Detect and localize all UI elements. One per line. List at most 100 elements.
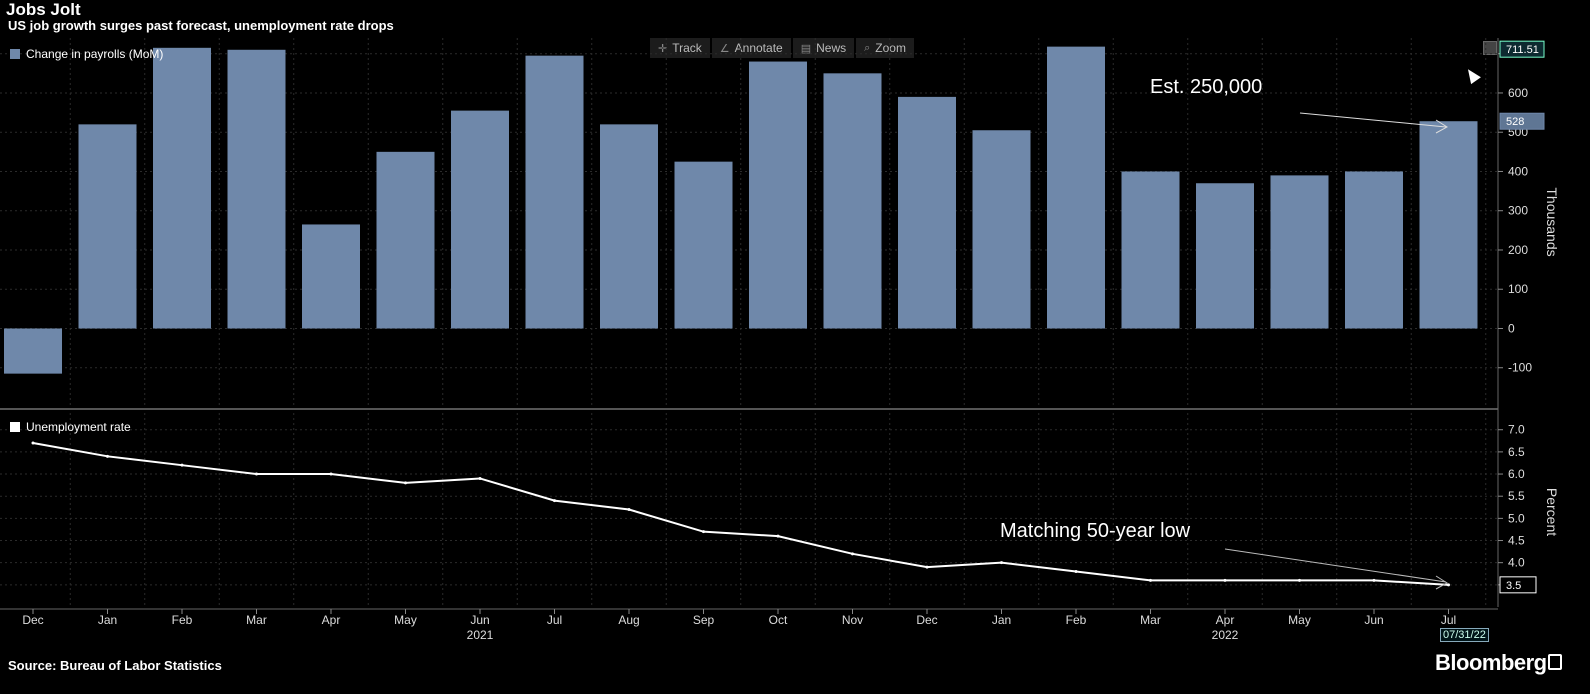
x-tick-label: Nov (842, 613, 863, 627)
payrolls-legend-swatch (10, 49, 20, 59)
unemployment-axis-title: Percent (1544, 488, 1560, 536)
y-tick-label: 6.0 (1508, 467, 1525, 481)
payroll-bar (4, 328, 62, 374)
chart-title: Jobs Jolt (6, 0, 81, 19)
bloomberg-logo-icon (1548, 654, 1562, 670)
unemployment-arrowhead (1435, 575, 1448, 590)
payroll-bar (227, 49, 286, 329)
payroll-annotation-arrow (1299, 112, 1447, 128)
max-value-badge: 711.51 (1506, 44, 1539, 56)
unemployment-point (702, 530, 705, 534)
annotate-button[interactable]: ∠ Annotate (711, 38, 791, 58)
payroll-arrowhead (1435, 119, 1448, 134)
news-icon: ▤ (800, 42, 812, 55)
x-tick-label: Feb (172, 613, 193, 627)
payroll-bar (1196, 183, 1254, 329)
x-tick-label: Dec (916, 613, 937, 627)
y-tick-label: 7.0 (1508, 423, 1525, 437)
x-tick-label: Feb (1066, 613, 1087, 627)
x-year-label: 2021 (467, 628, 494, 642)
news-label: News (816, 41, 847, 55)
pencil-icon: ∠ (719, 42, 730, 55)
payroll-bar (1270, 175, 1329, 329)
x-tick-label: Jun (470, 613, 489, 627)
x-tick-label: Sep (693, 613, 715, 627)
payrolls-legend-label: Change in payrolls (MoM) (26, 47, 164, 61)
x-year-label: 2022 (1212, 628, 1239, 642)
payroll-bar (451, 110, 509, 329)
magnifier-icon: ⌕ (864, 41, 871, 54)
x-tick-label: May (394, 613, 417, 627)
unemployment-point (31, 441, 35, 445)
unemployment-point (478, 476, 482, 480)
payroll-bar (153, 47, 211, 329)
y-tick-label: 0 (1508, 321, 1515, 335)
last-rate-badge: 3.5 (1506, 580, 1521, 592)
chart-subtitle: US job growth surges past forecast, unem… (8, 18, 394, 33)
payroll-bar (972, 130, 1031, 329)
unemployment-point (776, 534, 780, 538)
payroll-bar (525, 55, 584, 329)
panel-toggle-icon[interactable] (1483, 41, 1497, 55)
payrolls-legend: Change in payrolls (MoM) (10, 47, 163, 61)
last-payroll-badge-box (1499, 112, 1545, 130)
payroll-bar (78, 124, 137, 329)
unemployment-legend-swatch (10, 422, 20, 432)
x-tick-label: Jul (547, 613, 562, 627)
unemployment-point (255, 472, 258, 476)
x-tick-label: May (1288, 613, 1311, 627)
source-note: Source: Bureau of Labor Statistics (8, 658, 222, 673)
unemployment-point (404, 481, 407, 485)
unemployment-point (180, 463, 184, 467)
unemployment-point (106, 454, 109, 458)
x-tick-label: Jan (992, 613, 1011, 627)
x-tick-label: Apr (322, 613, 341, 627)
unemployment-point (1372, 578, 1376, 582)
unemployment-legend: Unemployment rate (10, 420, 131, 434)
payroll-bar (302, 224, 360, 329)
payroll-bar (600, 124, 658, 329)
x-tick-label: Jul (1441, 613, 1456, 627)
unemployment-legend-label: Unemployment rate (26, 420, 131, 434)
crosshair-icon: ✛ (658, 42, 668, 55)
y-tick-label: 4.5 (1508, 534, 1525, 548)
x-tick-label: Jun (1364, 613, 1383, 627)
x-tick-label: Mar (1140, 613, 1161, 627)
y-tick-label: 6.5 (1508, 445, 1525, 459)
y-tick-label: 300 (1508, 204, 1528, 218)
payrolls-axis-title: Thousands (1544, 187, 1560, 256)
unemployment-point (1149, 578, 1152, 582)
zoom-button[interactable]: ⌕ Zoom (856, 38, 914, 58)
y-tick-label: 100 (1508, 282, 1528, 296)
x-tick-label: Oct (769, 613, 788, 627)
payroll-bar (1345, 171, 1403, 329)
unemployment-line (32, 442, 1449, 586)
unemployment-point (1447, 583, 1450, 587)
x-tick-label: Mar (246, 613, 267, 627)
unemployment-point (851, 552, 854, 556)
last-payroll-badge: 528 (1506, 116, 1524, 128)
payroll-bar (1047, 46, 1105, 329)
y-tick-label: -100 (1508, 361, 1532, 375)
payroll-bar (823, 73, 882, 329)
date-stamp: 07/31/22 (1440, 628, 1489, 642)
unemployment-point (1223, 578, 1227, 582)
max-value-badge-box (1499, 40, 1545, 58)
unemployment-point (1000, 561, 1003, 565)
unemployment-annotation-arrow (1224, 548, 1447, 583)
y-tick-label: 5.5 (1508, 489, 1525, 503)
annotate-label: Annotate (734, 41, 783, 55)
zoom-label: Zoom (875, 41, 906, 55)
y-tick-label: 400 (1508, 164, 1528, 178)
unemployment-annotation: Matching 50-year low (1000, 520, 1191, 542)
payroll-bar (376, 151, 435, 329)
y-tick-label: 4.0 (1508, 556, 1525, 570)
x-tick-label: Apr (1216, 613, 1235, 627)
track-label: Track (672, 41, 702, 55)
bloomberg-logo: Bloomberg (1435, 650, 1547, 675)
news-button[interactable]: ▤ News (792, 38, 855, 58)
track-button[interactable]: ✛ Track (650, 38, 710, 58)
payroll-bar (749, 61, 807, 329)
unemployment-point (1074, 570, 1078, 574)
